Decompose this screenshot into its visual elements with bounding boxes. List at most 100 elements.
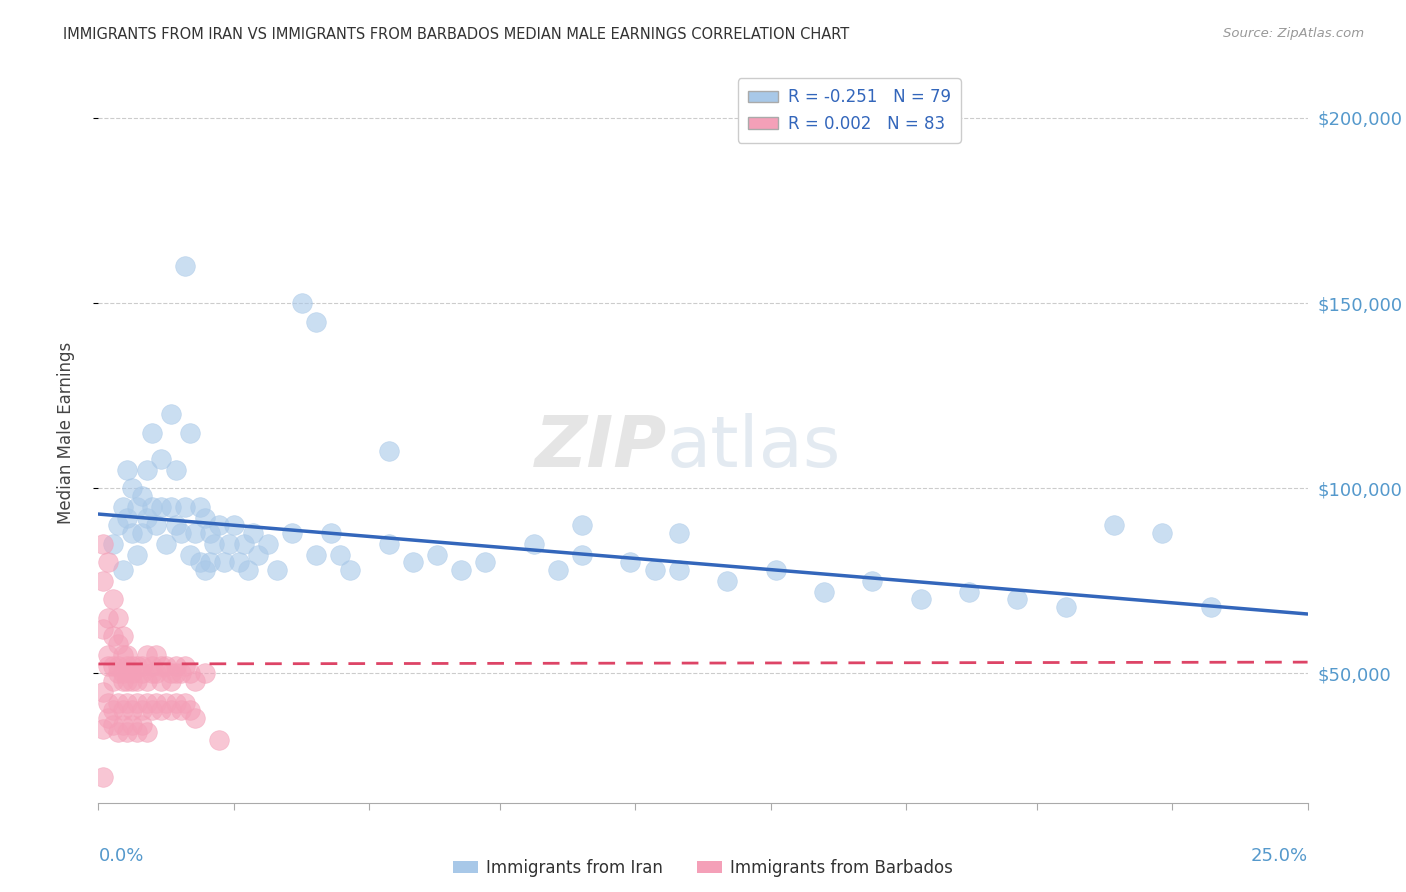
Point: [402, 555, 425, 569]
Point: [242, 525, 264, 540]
Point: [1152, 525, 1174, 540]
Point: [547, 563, 569, 577]
Point: [141, 425, 163, 440]
Point: [101, 703, 124, 717]
Y-axis label: Median Male Earnings: Median Male Earnings: [56, 342, 75, 524]
Point: [179, 666, 201, 681]
Point: [155, 696, 177, 710]
Point: [145, 518, 167, 533]
Point: [668, 525, 690, 540]
Point: [127, 673, 149, 688]
Point: [117, 673, 139, 688]
Point: [135, 510, 157, 524]
Point: [107, 658, 129, 673]
Point: [1054, 599, 1077, 614]
Point: [305, 548, 328, 562]
Point: [107, 696, 129, 710]
Point: [184, 711, 207, 725]
Point: [127, 548, 149, 562]
Point: [107, 518, 129, 533]
Point: [101, 658, 124, 673]
Legend: Immigrants from Iran, Immigrants from Barbados: Immigrants from Iran, Immigrants from Ba…: [447, 853, 959, 884]
Point: [910, 592, 932, 607]
Point: [121, 673, 143, 688]
Point: [198, 525, 221, 540]
Point: [111, 500, 134, 514]
Point: [1102, 518, 1125, 533]
Point: [111, 629, 134, 643]
Point: [97, 658, 120, 673]
Point: [765, 563, 787, 577]
Point: [319, 525, 342, 540]
Point: [474, 555, 496, 569]
Point: [194, 563, 217, 577]
Point: [160, 703, 183, 717]
Point: [111, 648, 134, 662]
Point: [111, 718, 134, 732]
Point: [91, 685, 114, 699]
Point: [121, 718, 143, 732]
Point: [117, 696, 139, 710]
Point: [377, 444, 399, 458]
Point: [238, 563, 260, 577]
Point: [174, 500, 197, 514]
Point: [97, 610, 120, 624]
Point: [198, 555, 221, 569]
Point: [141, 500, 163, 514]
Point: [668, 563, 690, 577]
Point: [91, 770, 114, 784]
Point: [145, 696, 167, 710]
Point: [101, 718, 124, 732]
Point: [377, 536, 399, 550]
Point: [256, 536, 278, 550]
Point: [290, 296, 312, 310]
Point: [135, 696, 157, 710]
Point: [169, 703, 191, 717]
Point: [101, 536, 124, 550]
Point: [619, 555, 641, 569]
Point: [127, 696, 149, 710]
Point: [111, 673, 134, 688]
Point: [131, 658, 153, 673]
Legend: R = -0.251   N = 79, R = 0.002   N = 83: R = -0.251 N = 79, R = 0.002 N = 83: [738, 78, 960, 143]
Point: [813, 584, 835, 599]
Text: 25.0%: 25.0%: [1250, 847, 1308, 865]
Point: [174, 696, 197, 710]
Point: [127, 500, 149, 514]
Point: [165, 518, 187, 533]
Point: [169, 666, 191, 681]
Point: [160, 666, 183, 681]
Point: [266, 563, 288, 577]
Point: [121, 703, 143, 717]
Point: [97, 696, 120, 710]
Text: ZIP: ZIP: [534, 413, 666, 482]
Point: [131, 666, 153, 681]
Point: [117, 510, 139, 524]
Point: [644, 563, 666, 577]
Point: [160, 673, 183, 688]
Point: [135, 462, 157, 476]
Point: [184, 673, 207, 688]
Text: atlas: atlas: [666, 413, 841, 482]
Point: [150, 658, 173, 673]
Point: [117, 462, 139, 476]
Point: [131, 718, 153, 732]
Point: [121, 481, 143, 495]
Point: [208, 518, 231, 533]
Point: [174, 658, 197, 673]
Point: [135, 648, 157, 662]
Point: [179, 425, 201, 440]
Point: [141, 658, 163, 673]
Point: [160, 500, 183, 514]
Point: [450, 563, 472, 577]
Point: [117, 725, 139, 739]
Point: [150, 673, 173, 688]
Point: [165, 658, 187, 673]
Point: [957, 584, 980, 599]
Point: [571, 548, 593, 562]
Point: [101, 629, 124, 643]
Point: [188, 555, 211, 569]
Point: [218, 536, 240, 550]
Point: [523, 536, 546, 550]
Point: [281, 525, 304, 540]
